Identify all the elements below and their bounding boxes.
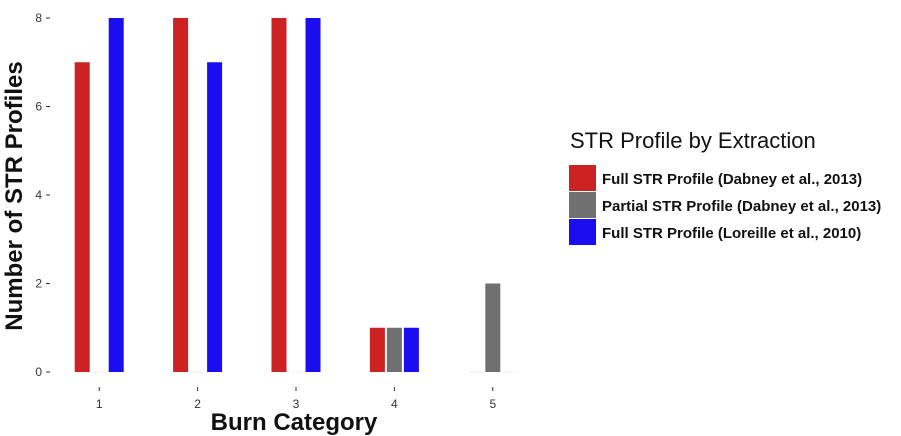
bar: [305, 18, 321, 372]
bar: [485, 283, 501, 372]
bar: [190, 371, 206, 373]
x-tick-label: 1: [96, 397, 103, 411]
x-axis-title: Burn Category: [211, 409, 378, 436]
bar: [271, 18, 287, 372]
x-tick-label: 2: [194, 397, 201, 411]
y-tick-label: 6: [35, 100, 42, 114]
y-tick-label: 4: [35, 188, 42, 202]
bar: [288, 371, 304, 373]
bar: [207, 62, 223, 372]
x-tick-label: 4: [391, 397, 398, 411]
y-tick-label: 2: [35, 277, 42, 291]
bar: [74, 62, 90, 372]
legend-swatch: [569, 192, 596, 218]
bar: [502, 371, 518, 373]
bar: [468, 371, 484, 373]
bar: [108, 18, 124, 372]
plot-area: 0 2 4 6 8 1 2 3 4 5: [35, 11, 518, 411]
legend-label: Partial STR Profile (Dabney et al., 2013…: [602, 198, 881, 215]
y-tick-label: 8: [35, 11, 42, 25]
bar-group: [74, 18, 518, 373]
legend-item: Partial STR Profile (Dabney et al., 2013…: [569, 192, 881, 218]
x-tick-label: 3: [293, 397, 300, 411]
y-axis-title: Number of STR Profiles: [1, 61, 28, 330]
x-axis: 1 2 3 4 5: [96, 387, 496, 411]
y-tick-label: 0: [35, 365, 42, 379]
bar: [369, 327, 385, 372]
legend-swatch: [569, 165, 596, 191]
legend: STR Profile by Extraction Full STR Profi…: [569, 128, 881, 245]
legend-label: Full STR Profile (Loreille et al., 2010): [602, 225, 861, 242]
y-axis: 0 2 4 6 8: [35, 11, 50, 379]
legend-item: Full STR Profile (Loreille et al., 2010): [569, 219, 861, 245]
bar: [173, 18, 189, 372]
x-tick-label: 5: [489, 397, 496, 411]
bar: [403, 327, 419, 372]
bar: [91, 371, 107, 373]
legend-swatch: [569, 219, 596, 245]
legend-label: Full STR Profile (Dabney et al., 2013): [602, 171, 862, 188]
legend-title: STR Profile by Extraction: [570, 128, 816, 153]
bar: [386, 327, 402, 372]
legend-item: Full STR Profile (Dabney et al., 2013): [569, 165, 862, 191]
